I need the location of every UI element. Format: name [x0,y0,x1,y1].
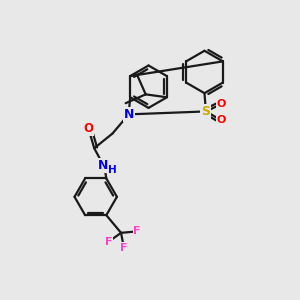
Text: H: H [108,165,117,175]
Text: S: S [201,105,210,118]
Text: F: F [134,226,141,236]
Text: F: F [120,243,128,253]
Text: O: O [217,115,226,125]
Text: N: N [98,159,108,172]
Text: O: O [217,99,226,109]
Text: F: F [105,237,112,247]
Text: N: N [124,108,134,121]
Text: O: O [83,122,93,135]
